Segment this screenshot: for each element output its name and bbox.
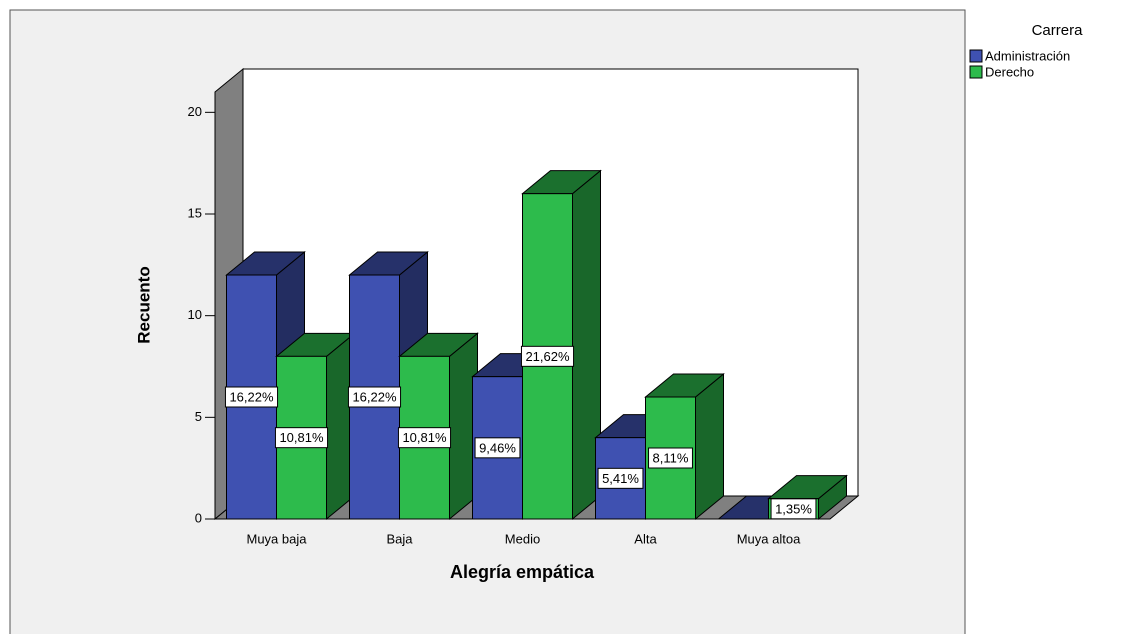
- value-label-box: [474, 437, 521, 459]
- legend-swatch: [969, 65, 983, 79]
- x-tick-label: Medio: [505, 531, 540, 546]
- legend-swatch: [969, 49, 983, 63]
- value-label: 21,62%: [525, 349, 570, 364]
- value-label: 9,46%: [479, 440, 516, 455]
- value-label-box: [397, 427, 452, 449]
- legend-label: Administración: [985, 48, 1070, 63]
- value-label-box: [347, 386, 402, 408]
- x-tick-label: Muya baja: [247, 531, 308, 546]
- y-tick-label: 0: [195, 510, 202, 525]
- value-label: 1,35%: [775, 501, 812, 516]
- y-tick-label: 5: [195, 409, 202, 424]
- y-axis-title: Recuento: [134, 266, 153, 343]
- value-label: 16,22%: [352, 389, 397, 404]
- value-label-box: [597, 467, 644, 489]
- value-label-box: [274, 427, 329, 449]
- y-tick-label: 15: [188, 205, 202, 220]
- value-label-box: [648, 447, 693, 469]
- bar: [398, 332, 479, 521]
- legend-label: Derecho: [985, 64, 1034, 79]
- value-label: 8,11%: [653, 450, 689, 465]
- bar-side: [695, 372, 724, 521]
- bar: [275, 332, 356, 521]
- value-label-box: [520, 345, 575, 367]
- x-tick-label: Baja: [386, 531, 413, 546]
- bar: [644, 372, 725, 521]
- x-axis-title: Alegría empática: [450, 562, 595, 582]
- x-tick-label: Muya altoa: [737, 531, 801, 546]
- x-tick-label: Alta: [634, 531, 657, 546]
- y-tick-label: 20: [188, 104, 202, 119]
- value-label-box: [224, 386, 279, 408]
- value-label: 10,81%: [279, 430, 324, 445]
- value-label: 10,81%: [402, 430, 447, 445]
- value-label: 5,41%: [602, 471, 639, 486]
- legend-title: Carrera: [1032, 22, 1084, 39]
- frame: [9, 9, 966, 634]
- value-label-box: [770, 498, 817, 520]
- y-tick-label: 10: [188, 307, 202, 322]
- value-label: 16,22%: [229, 389, 274, 404]
- bar: [521, 169, 602, 521]
